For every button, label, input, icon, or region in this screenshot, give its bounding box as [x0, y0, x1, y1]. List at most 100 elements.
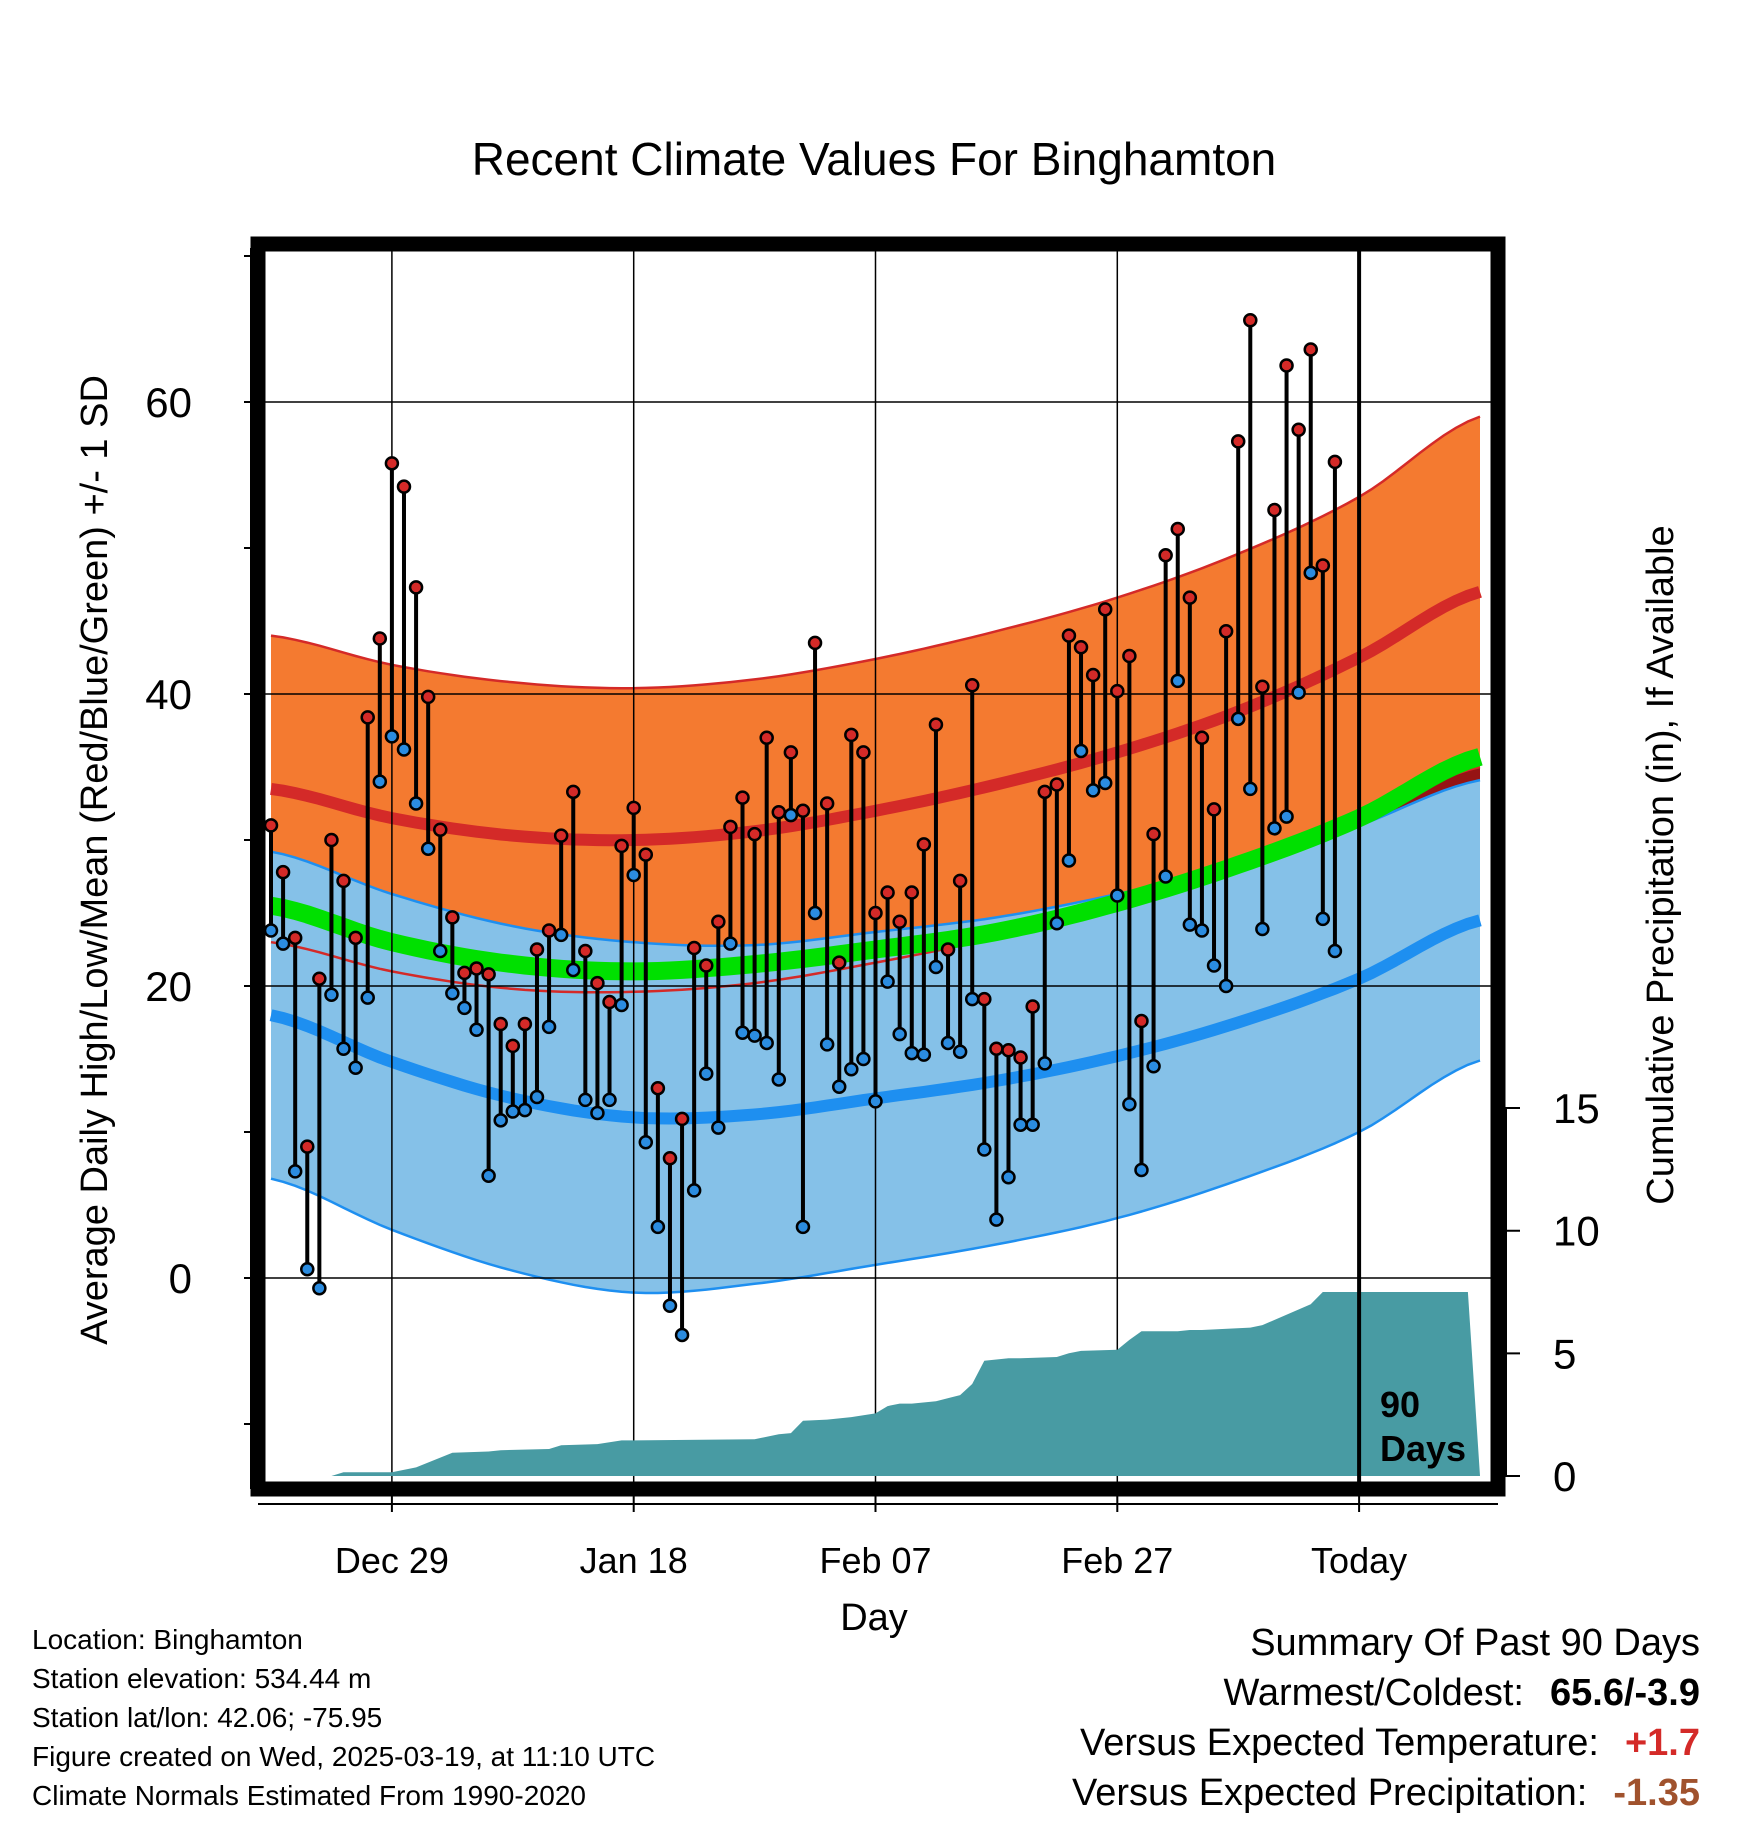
- daily-low-point: [831, 1079, 847, 1094]
- daily-high-point: [638, 847, 654, 862]
- daily-low-point: [481, 1168, 496, 1184]
- daily-high-point: [300, 1139, 315, 1154]
- temp-label: Versus Expected Temperature:: [1080, 1722, 1599, 1764]
- days-label-text: Days: [1380, 1428, 1466, 1469]
- daily-high-point: [1122, 648, 1137, 664]
- daily-high-point: [1170, 521, 1185, 537]
- daily-high-point: [747, 826, 762, 842]
- daily-high-point: [1194, 730, 1210, 746]
- daily-high-point: [831, 955, 847, 970]
- daily-high-point: [1134, 1013, 1149, 1029]
- daily-low-point: [626, 867, 641, 883]
- daily-low-point: [638, 1134, 654, 1150]
- daily-high-point: [384, 456, 400, 471]
- precip-label: Versus Expected Precipitation:: [1071, 1772, 1588, 1814]
- daily-high-point: [650, 1080, 666, 1096]
- daily-low-point: [1291, 685, 1306, 700]
- location-text: Location: Binghamton: [32, 1624, 303, 1655]
- y-tick-label: 20: [145, 963, 192, 1010]
- daily-high-point: [698, 958, 714, 973]
- daily-high-point: [674, 1111, 690, 1127]
- daily-high-point: [348, 930, 363, 946]
- daily-low-point: [457, 1000, 472, 1016]
- daily-low-point: [469, 1022, 484, 1038]
- created-text: Figure created on Wed, 2025-03-19, at 11…: [32, 1741, 656, 1772]
- daily-high-point: [275, 864, 291, 880]
- daily-high-point: [566, 784, 581, 800]
- daily-high-point: [989, 1041, 1004, 1057]
- daily-low-point: [1315, 911, 1331, 927]
- daily-low-point: [771, 1072, 787, 1087]
- daily-high-point: [1025, 999, 1040, 1014]
- daily-low-point: [420, 841, 436, 857]
- x-tick-label: Today: [1311, 1540, 1407, 1581]
- daily-low-point: [1061, 853, 1077, 868]
- daily-high-point: [626, 800, 641, 816]
- daily-low-point: [433, 943, 448, 959]
- plot-frame: [250, 236, 1506, 1497]
- daily-low-point: [1218, 978, 1234, 994]
- daily-low-point: [783, 807, 799, 823]
- daily-low-point: [674, 1327, 690, 1343]
- daily-high-point: [844, 727, 859, 743]
- daily-low-point: [1206, 958, 1222, 973]
- daily-high-point: [1073, 640, 1089, 655]
- daily-low-point: [723, 936, 738, 951]
- daily-low-point: [916, 1047, 932, 1062]
- daily-low-point: [505, 1104, 521, 1119]
- daily-high-point: [481, 967, 496, 982]
- elevation-text: Station elevation: 534.44 m: [32, 1663, 372, 1694]
- daily-high-point: [1110, 683, 1125, 699]
- warmest-row: Warmest/Coldest: 65.6/-3.9: [1072, 1668, 1700, 1718]
- daily-high-point: [1291, 422, 1306, 437]
- daily-high-point: [1013, 1050, 1028, 1065]
- daily-low-point: [1122, 1097, 1137, 1112]
- daily-high-point: [1279, 358, 1294, 373]
- daily-high-point: [287, 930, 303, 946]
- daily-high-point: [1037, 784, 1053, 800]
- daily-high-point: [372, 631, 388, 646]
- daily-high-point: [904, 885, 920, 900]
- daily-high-point: [396, 479, 412, 494]
- daily-high-point: [263, 818, 279, 833]
- precip-row: Versus Expected Precipitation: -1.35: [1072, 1768, 1700, 1818]
- daily-low-point: [324, 987, 339, 1003]
- y-axis-ticks: 60 40 20 0: [145, 248, 258, 1489]
- daily-low-point: [1025, 1117, 1040, 1132]
- daily-high-point: [1315, 558, 1331, 573]
- daily-low-point: [892, 1026, 907, 1042]
- normals-text: Climate Normals Estimated From 1990-2020: [32, 1780, 586, 1811]
- summary-title: Summary Of Past 90 Days: [1250, 1622, 1700, 1664]
- daily-high-point: [977, 991, 992, 1007]
- daily-high-point: [408, 580, 424, 595]
- daily-high-point: [529, 942, 545, 957]
- daily-high-point: [964, 677, 980, 693]
- daily-low-point: [553, 927, 569, 943]
- y2-tick-label: 10: [1553, 1208, 1600, 1255]
- daily-low-point: [1001, 1170, 1016, 1185]
- daily-high-point: [590, 975, 605, 991]
- daily-high-point: [783, 745, 799, 760]
- daily-high-point: [856, 745, 871, 760]
- plot-area: [250, 236, 1506, 1497]
- daily-low-point: [1146, 1059, 1161, 1074]
- daily-low-point: [614, 997, 629, 1013]
- daily-low-point: [1279, 809, 1294, 824]
- x-tick-label: Dec 29: [335, 1540, 449, 1581]
- temp-value: +1.7: [1624, 1722, 1700, 1764]
- daily-low-point: [602, 1092, 617, 1108]
- daily-low-point: [868, 1094, 883, 1109]
- station-info: Location: Binghamton Station elevation: …: [32, 1620, 832, 1815]
- daily-low-point: [747, 1028, 762, 1043]
- daily-low-point: [662, 1298, 678, 1313]
- x-tick-label: Feb 07: [819, 1540, 931, 1581]
- daily-low-point: [819, 1037, 835, 1052]
- daily-high-point: [445, 910, 460, 925]
- daily-low-point: [1303, 565, 1318, 581]
- daily-high-point: [880, 885, 895, 900]
- daily-low-point: [1230, 711, 1246, 727]
- daily-high-point: [723, 819, 738, 835]
- daily-low-point: [348, 1060, 363, 1076]
- daily-low-point: [686, 1183, 702, 1198]
